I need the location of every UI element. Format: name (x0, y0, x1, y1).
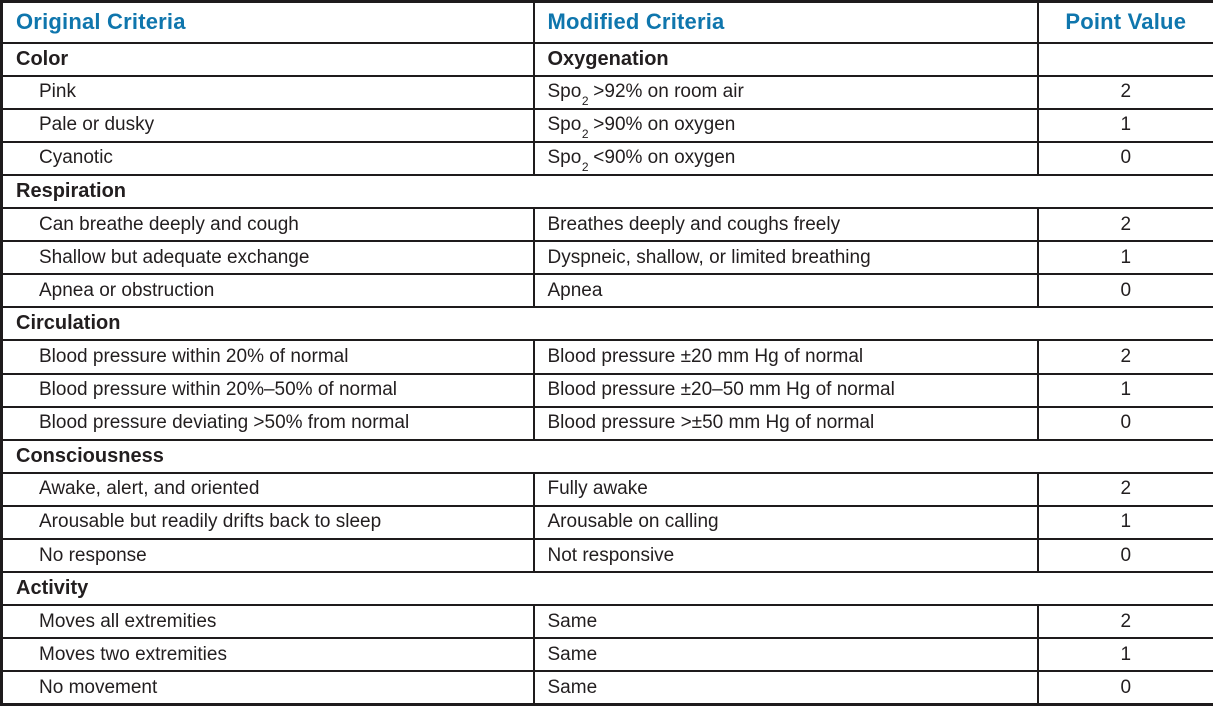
point-value: 0 (1036, 140, 1213, 176)
point-value: 2 (1036, 207, 1213, 243)
table-header-row: Original Criteria Modified Criteria Poin… (0, 0, 1213, 44)
column-header-original-criteria: Original Criteria (0, 0, 535, 44)
modified-criterion: Blood pressure ±20–50 mm Hg of normal (532, 372, 1039, 408)
point-value: 2 (1036, 604, 1213, 640)
table-row: Can breathe deeply and cough Breathes de… (0, 207, 1213, 243)
column-header-point-value: Point Value (1036, 0, 1213, 44)
section-row-color-oxygenation: Color Oxygenation (0, 41, 1213, 77)
subscript-text: 2 (581, 94, 589, 109)
original-criterion: Awake, alert, and oriented (0, 471, 535, 507)
modified-text: Blood pressure ±20–50 mm Hg of normal (547, 379, 895, 401)
modified-text: >90% on oxygen (588, 114, 736, 136)
section-label-activity: Activity (0, 571, 1213, 607)
modified-criterion: Arousable on calling (532, 504, 1039, 541)
modified-criterion: Spo2 <90% on oxygen (532, 140, 1039, 176)
table-row: Awake, alert, and oriented Fully awake 2 (0, 471, 1213, 507)
point-value: 2 (1036, 74, 1213, 110)
point-value: 0 (1036, 538, 1213, 574)
table-row: Apnea or obstruction Apnea 0 (0, 273, 1213, 309)
table-row: Moves all extremities Same 2 (0, 604, 1213, 640)
original-criterion: Moves two extremities (0, 637, 535, 673)
modified-text: Arousable on calling (547, 511, 719, 533)
point-value: 0 (1036, 405, 1213, 441)
modified-text: Apnea (547, 279, 603, 301)
modified-text: Same (547, 643, 598, 665)
original-criterion: Blood pressure within 20%–50% of normal (0, 372, 535, 408)
modified-criterion: Same (532, 604, 1039, 640)
original-criterion: Moves all extremities (0, 604, 535, 640)
subscript-text: 2 (581, 127, 589, 142)
point-value: 0 (1036, 273, 1213, 309)
original-criterion: Cyanotic (0, 140, 535, 176)
section-row-circulation: Circulation (0, 306, 1213, 342)
modified-criterion: Spo2 >90% on oxygen (532, 107, 1039, 143)
point-value: 1 (1036, 240, 1213, 276)
original-criterion: Arousable but readily drifts back to sle… (0, 504, 535, 541)
table-row: Blood pressure within 20%–50% of normal … (0, 372, 1213, 408)
section-label-respiration: Respiration (0, 173, 1213, 210)
empty-cell (1036, 41, 1213, 77)
modified-text: Spo (547, 114, 582, 136)
table-row: Blood pressure within 20% of normal Bloo… (0, 339, 1213, 375)
modified-criterion: Apnea (532, 273, 1039, 309)
section-row-respiration: Respiration (0, 173, 1213, 210)
table-row: No response Not responsive 0 (0, 538, 1213, 574)
table-row: No movement Same 0 (0, 670, 1213, 706)
point-value: 2 (1036, 339, 1213, 375)
section-label-consciousness: Consciousness (0, 438, 1213, 474)
modified-text: Not responsive (547, 544, 675, 566)
modified-text: Dyspneic, shallow, or limited breathing (547, 246, 871, 268)
table-row: Pink Spo2 >92% on room air 2 (0, 74, 1213, 110)
table-row: Pale or dusky Spo2 >90% on oxygen 1 (0, 107, 1213, 143)
modified-text: Spo (547, 147, 582, 169)
original-criterion: Pink (0, 74, 535, 110)
modified-text: Breathes deeply and coughs freely (547, 213, 841, 235)
modified-text: Spo (547, 81, 582, 103)
point-value: 1 (1036, 504, 1213, 541)
table-row: Shallow but adequate exchange Dyspneic, … (0, 240, 1213, 276)
modified-criterion: Same (532, 670, 1039, 706)
modified-criterion: Blood pressure >±50 mm Hg of normal (532, 405, 1039, 441)
table-row: Blood pressure deviating >50% from norma… (0, 405, 1213, 441)
original-criterion: No response (0, 538, 535, 574)
modified-text: Blood pressure ±20 mm Hg of normal (547, 346, 864, 367)
modified-criterion: Blood pressure ±20 mm Hg of normal (532, 339, 1039, 375)
point-value: 1 (1036, 107, 1213, 143)
section-label-color: Color (0, 41, 535, 77)
modified-text: Blood pressure >±50 mm Hg of normal (547, 412, 875, 434)
column-header-modified-criteria: Modified Criteria (532, 0, 1039, 44)
point-value: 0 (1036, 670, 1213, 706)
modified-text: Fully awake (547, 478, 648, 500)
section-label-circulation: Circulation (0, 306, 1213, 342)
point-value: 1 (1036, 637, 1213, 673)
original-criterion: Blood pressure deviating >50% from norma… (0, 405, 535, 441)
modified-criterion: Spo2 >92% on room air (532, 74, 1039, 110)
table-row: Moves two extremities Same 1 (0, 637, 1213, 673)
original-criterion: Shallow but adequate exchange (0, 240, 535, 276)
original-criterion: Pale or dusky (0, 107, 535, 143)
modified-criterion: Breathes deeply and coughs freely (532, 207, 1039, 243)
point-value: 1 (1036, 372, 1213, 408)
section-row-activity: Activity (0, 571, 1213, 607)
modified-text: Same (547, 676, 598, 698)
table-row: Arousable but readily drifts back to sle… (0, 504, 1213, 541)
modified-criterion: Dyspneic, shallow, or limited breathing (532, 240, 1039, 276)
modified-text: Same (547, 610, 598, 632)
original-criterion: No movement (0, 670, 535, 706)
table-row: Cyanotic Spo2 <90% on oxygen 0 (0, 140, 1213, 176)
original-criterion: Apnea or obstruction (0, 273, 535, 309)
original-criterion: Can breathe deeply and cough (0, 207, 535, 243)
modified-text: <90% on oxygen (588, 147, 736, 169)
subscript-text: 2 (581, 160, 589, 175)
original-criterion: Blood pressure within 20% of normal (0, 339, 535, 375)
section-label-oxygenation: Oxygenation (532, 41, 1039, 77)
point-value: 2 (1036, 471, 1213, 507)
modified-criterion: Same (532, 637, 1039, 673)
modified-criterion: Fully awake (532, 471, 1039, 507)
modified-criterion: Not responsive (532, 538, 1039, 574)
modified-text: >92% on room air (588, 81, 744, 103)
section-row-consciousness: Consciousness (0, 438, 1213, 474)
